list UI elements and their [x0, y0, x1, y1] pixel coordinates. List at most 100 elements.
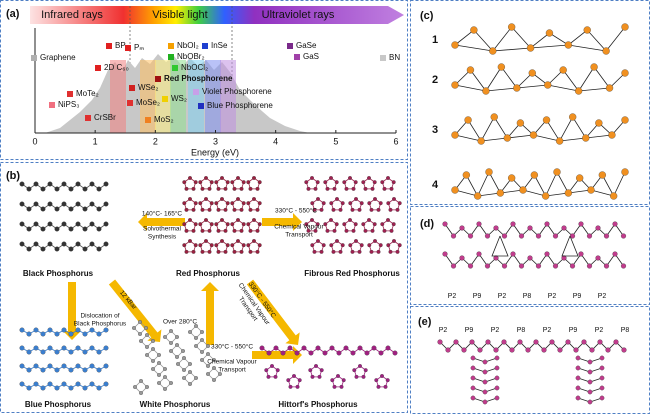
site-label: P2 — [543, 327, 552, 334]
atom — [526, 44, 535, 52]
atom — [151, 339, 155, 343]
material-label: BN — [389, 53, 400, 62]
atom — [470, 355, 476, 361]
atom — [453, 339, 459, 345]
atom — [54, 331, 60, 337]
atom — [200, 228, 205, 233]
atom — [54, 226, 60, 232]
atom — [19, 201, 25, 207]
atom — [304, 180, 309, 185]
material-label: Red Phosphorene — [164, 74, 233, 83]
phase-label: Hittorf's Phosphorus — [278, 400, 358, 409]
atom — [82, 206, 88, 212]
atom — [350, 207, 355, 212]
atom — [590, 63, 598, 71]
atom — [559, 66, 567, 74]
atom — [47, 221, 53, 227]
atom — [103, 241, 109, 247]
atom — [151, 347, 155, 351]
atom — [169, 349, 173, 353]
atom — [252, 197, 256, 201]
atom — [316, 197, 320, 201]
atom — [359, 201, 364, 206]
panel-label: (c) — [420, 10, 434, 22]
atom — [248, 207, 253, 212]
site-label: P9 — [465, 327, 474, 334]
atom — [529, 131, 538, 139]
material-marker — [172, 65, 178, 71]
atom — [96, 385, 102, 391]
atom — [103, 345, 109, 351]
atom — [565, 339, 571, 345]
atom — [182, 368, 186, 372]
atom — [389, 186, 394, 191]
atom — [54, 349, 60, 355]
bond — [454, 189, 614, 197]
atom — [139, 379, 143, 383]
site-label: P8 — [517, 327, 526, 334]
atom — [467, 233, 474, 239]
atom — [459, 255, 465, 261]
atom — [139, 339, 143, 343]
atom — [501, 233, 508, 239]
atom — [241, 222, 246, 227]
atom — [569, 263, 576, 269]
energy-band — [170, 60, 186, 133]
atom — [225, 222, 230, 227]
atom — [194, 336, 198, 340]
atom — [508, 23, 516, 31]
atom — [54, 385, 60, 391]
atom — [26, 206, 32, 212]
energy-band — [220, 60, 236, 133]
atom — [61, 181, 67, 187]
atom — [470, 375, 476, 381]
atom — [451, 41, 459, 49]
atom — [335, 239, 339, 243]
atom — [54, 246, 60, 252]
atom — [96, 367, 102, 373]
atom — [297, 378, 302, 383]
atom — [40, 246, 46, 252]
atom — [188, 382, 192, 386]
atom — [212, 366, 216, 370]
site-label: P8 — [523, 293, 532, 300]
atom — [325, 228, 330, 233]
atom — [255, 207, 260, 212]
atom — [163, 335, 167, 339]
phase-label: White Phosphorus — [140, 400, 211, 409]
atom — [573, 347, 579, 353]
atom — [33, 363, 39, 369]
atom — [582, 134, 590, 142]
bond — [454, 66, 626, 92]
material-label: Blue Phosphorene — [207, 101, 273, 110]
condition-label: Black Phosphorus — [74, 321, 127, 328]
atom — [334, 180, 339, 185]
atom — [220, 218, 224, 222]
atom — [329, 345, 335, 351]
atom — [163, 375, 167, 379]
atom — [191, 249, 196, 254]
atom — [494, 355, 500, 361]
material-label: BP — [115, 41, 126, 50]
atom — [236, 197, 240, 201]
atom — [103, 181, 109, 187]
atom — [484, 233, 491, 239]
atom — [310, 218, 314, 222]
atom — [351, 186, 356, 191]
panel-label: (d) — [420, 218, 434, 230]
atom — [204, 218, 208, 222]
atom — [397, 201, 402, 206]
arrow — [252, 346, 302, 364]
material-marker — [162, 96, 168, 102]
atom — [312, 207, 317, 212]
site-label: P2 — [498, 293, 507, 300]
atom — [33, 241, 39, 247]
tick-label: 3 — [213, 136, 218, 146]
atom — [544, 221, 550, 227]
atom — [575, 355, 581, 361]
atom — [232, 186, 237, 191]
panel-a-frame — [0, 0, 408, 160]
atom — [470, 395, 476, 401]
atom — [236, 239, 240, 243]
atom — [270, 364, 274, 368]
